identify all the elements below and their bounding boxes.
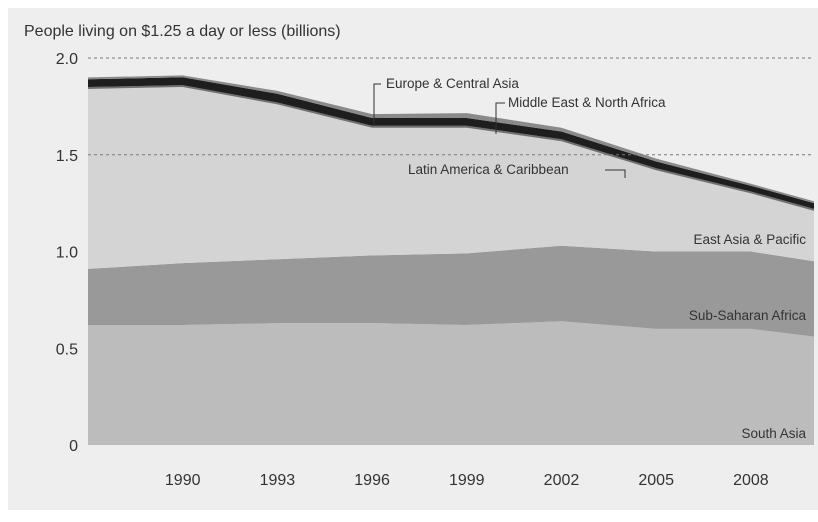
x-tick-label: 1999 [449,472,485,489]
area-east-asia-pacific [88,87,814,269]
x-tick-label: 1990 [165,472,201,489]
y-tick-label: 1.0 [56,245,78,262]
area-layer [88,75,814,445]
x-tick-label: 2005 [638,472,674,489]
chart-svg: People living on $1.25 a day or less (bi… [24,23,814,489]
y-tick-label: 1.5 [56,148,78,165]
y-tick-label: 0 [69,438,78,455]
x-tick-label: 2002 [544,472,580,489]
y-tick-label: 0.5 [56,341,78,358]
leader-europe-central-asia [373,83,381,126]
x-tick-label: 1993 [260,472,296,489]
leader-latin-america-caribbean [605,169,626,178]
label-east-asia-pacific: East Asia & Pacific [693,232,806,247]
y-tick-label: 2.0 [56,51,78,68]
y-axis: 0 0.5 1.5 1.0 2.0 [56,51,78,455]
series-labels: South Asia Sub-Saharan Africa East Asia & … [373,76,807,441]
label-europe-central-asia: Europe & Central Asia [386,76,519,91]
label-middle-east-north-africa: Middle East & North Africa [508,95,666,110]
grid-layer [88,57,814,156]
area-sub-saharan-africa [88,245,814,337]
chart-title: People living on $1.25 a day or less (bi… [24,23,341,40]
chart-panel: People living on $1.25 a day or less (bi… [8,8,818,510]
label-sub-saharan-africa: Sub-Saharan Africa [689,308,807,323]
label-latin-america-caribbean: Latin America & Caribbean [408,162,569,177]
x-tick-label: 2008 [733,472,769,489]
area-south-asia [88,321,814,445]
leader-middle-east-north-africa [495,102,505,134]
label-south-asia: South Asia [741,426,806,441]
x-tick-label: 1996 [354,472,390,489]
x-axis: 1990 1993 1996 1999 2002 2005 2008 [165,472,769,489]
